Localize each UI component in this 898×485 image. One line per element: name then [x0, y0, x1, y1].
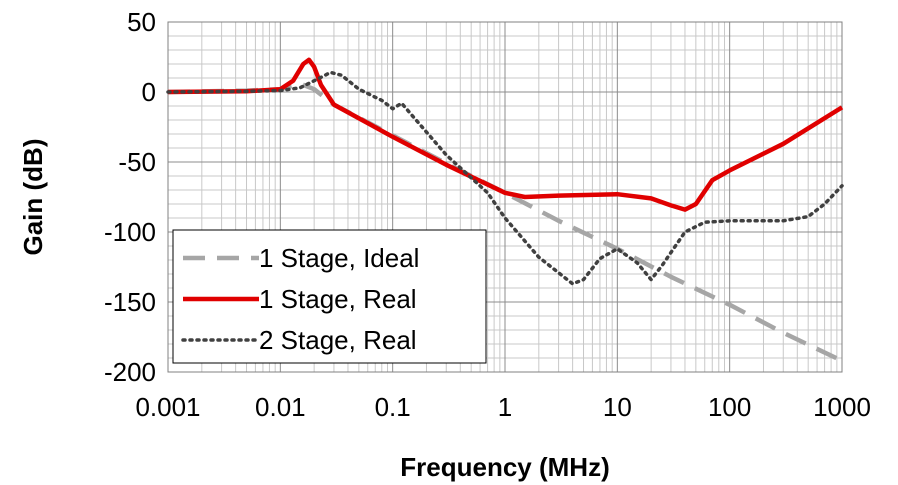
y-axis-tick-labels: 50 0 -50 -100 -150 -200 — [104, 7, 156, 387]
legend-label-3: 2 Stage, Real — [259, 325, 417, 355]
series-line-3 — [166, 70, 844, 286]
x-axis-tick-labels: 0.001 0.01 0.1 1 10 100 1000 — [135, 392, 870, 422]
legend-label-1: 1 Stage, Ideal — [259, 243, 419, 273]
y-tick-label: -100 — [104, 217, 156, 247]
legend: 1 Stage, Ideal 1 Stage, Real 2 Stage, Real — [172, 229, 487, 364]
plot-area-border — [167, 21, 843, 373]
y-tick-label: 0 — [142, 77, 156, 107]
x-tick-label: 1000 — [813, 392, 871, 422]
y-tick-label: -200 — [104, 357, 156, 387]
series-line-2 — [167, 57, 844, 212]
x-tick-label: 10 — [603, 392, 632, 422]
y-tick-label: 50 — [127, 7, 156, 37]
legend-items: 1 Stage, Ideal 1 Stage, Real 2 Stage, Real — [181, 243, 419, 355]
x-axis-title: Frequency (MHz) — [400, 452, 609, 482]
x-tick-label: 0.001 — [135, 392, 200, 422]
legend-label-2: 1 Stage, Real — [259, 284, 417, 314]
y-tick-label: -150 — [104, 287, 156, 317]
x-tick-label: 0.01 — [255, 392, 306, 422]
x-tick-label: 0.1 — [375, 392, 411, 422]
y-axis-title: Gain (dB) — [18, 139, 48, 256]
y-tick-label: -50 — [118, 147, 156, 177]
x-tick-label: 100 — [708, 392, 751, 422]
series-layer — [166, 57, 844, 363]
x-tick-label: 1 — [498, 392, 512, 422]
